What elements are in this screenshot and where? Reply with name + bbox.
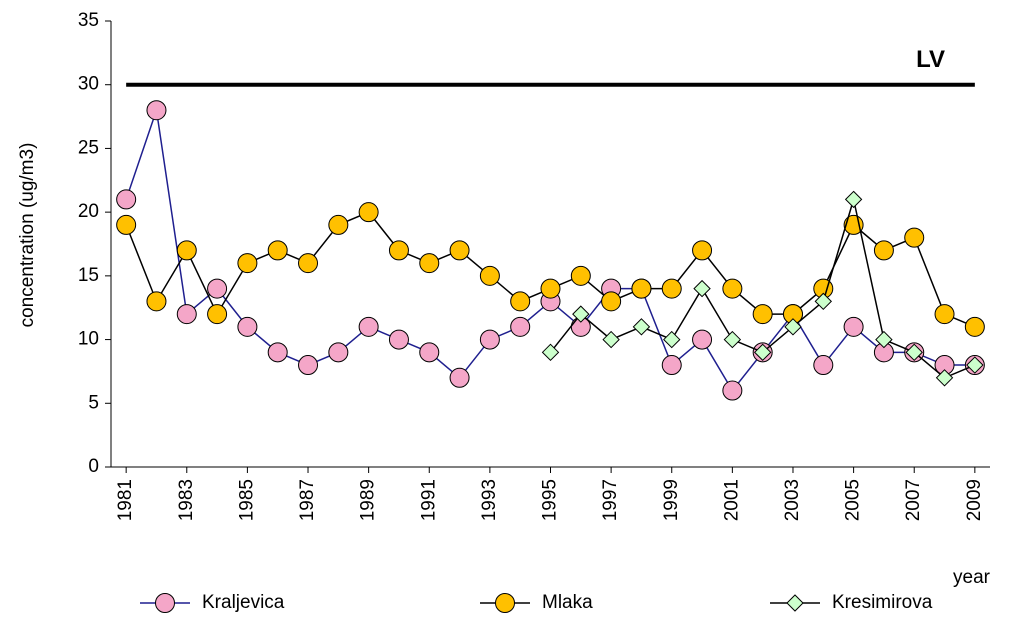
marker [661, 355, 682, 376]
marker [388, 240, 409, 261]
marker [601, 291, 622, 312]
x-tick-label: 1991 [418, 479, 439, 521]
x-tick-label: 1999 [661, 479, 682, 521]
marker [146, 291, 167, 312]
marker [479, 329, 500, 350]
marker [693, 279, 711, 298]
y-tick-label: 10 [78, 329, 99, 350]
x-tick-label: 1981 [115, 479, 136, 521]
marker [722, 278, 743, 299]
marker [844, 190, 863, 209]
x-tick-label: 2005 [843, 479, 864, 521]
marker [449, 367, 470, 388]
x-tick-label: 1995 [540, 479, 561, 521]
marker [479, 265, 500, 286]
marker [632, 318, 651, 336]
marker [176, 240, 197, 261]
marker [116, 214, 137, 235]
marker [966, 356, 984, 374]
x-tick-label: 2009 [964, 479, 985, 521]
marker [328, 214, 349, 235]
y-tick-label: 5 [88, 392, 99, 413]
marker [752, 304, 773, 325]
marker [510, 316, 531, 337]
legend-label: Kraljevica [202, 592, 285, 613]
marker [449, 240, 470, 261]
reference-label: LV [916, 46, 945, 73]
marker [692, 240, 713, 261]
x-tick-label: 1983 [176, 479, 197, 521]
marker [419, 342, 440, 363]
marker [298, 355, 319, 376]
marker [207, 304, 228, 325]
marker [388, 329, 409, 350]
marker [784, 318, 802, 336]
marker [419, 253, 440, 274]
y-tick-label: 35 [78, 10, 99, 31]
marker [207, 278, 228, 299]
x-tick-label: 1987 [297, 479, 318, 521]
marker [813, 355, 834, 376]
marker [843, 316, 864, 337]
marker [237, 253, 258, 274]
legend-marker [155, 593, 175, 613]
marker [661, 278, 682, 299]
marker [631, 278, 652, 299]
marker [510, 291, 531, 312]
marker [663, 330, 681, 349]
marker [934, 304, 955, 325]
x-tick-label: 1997 [600, 479, 621, 521]
marker [873, 240, 894, 261]
y-tick-label: 30 [78, 74, 99, 95]
marker [116, 189, 137, 210]
y-axis-label: concentration (ug/m3) [17, 143, 38, 328]
y-tick-label: 0 [88, 456, 99, 477]
marker [964, 316, 985, 337]
marker [722, 380, 743, 401]
marker [298, 253, 319, 274]
marker [176, 304, 197, 325]
x-tick-label: 1989 [358, 479, 379, 521]
marker [358, 202, 379, 223]
x-tick-label: 1985 [236, 479, 257, 521]
legend-label: Kresimirova [832, 592, 933, 613]
marker [146, 100, 167, 121]
marker [328, 342, 349, 363]
x-tick-label: 2001 [721, 479, 742, 521]
marker [753, 343, 772, 362]
marker [905, 343, 923, 362]
marker [358, 316, 379, 337]
marker [875, 330, 893, 349]
marker [904, 227, 925, 248]
legend-marker [495, 593, 515, 613]
marker [541, 343, 560, 362]
y-tick-label: 15 [78, 265, 99, 286]
marker [935, 369, 954, 387]
marker [602, 330, 620, 349]
marker [723, 330, 742, 349]
x-tick-label: 2003 [782, 479, 803, 521]
x-tick-label: 2007 [903, 479, 924, 521]
marker [267, 240, 288, 261]
marker [570, 265, 591, 286]
marker [540, 278, 561, 299]
marker [814, 292, 833, 311]
x-tick-label: 1993 [479, 479, 500, 521]
marker [692, 329, 713, 350]
marker [572, 305, 590, 323]
marker [267, 342, 288, 363]
y-tick-label: 20 [78, 201, 99, 222]
marker [237, 316, 258, 337]
x-axis-label: year [953, 567, 991, 588]
legend-label: Mlaka [542, 592, 593, 613]
legend-marker [786, 594, 804, 612]
y-tick-label: 25 [78, 137, 99, 158]
